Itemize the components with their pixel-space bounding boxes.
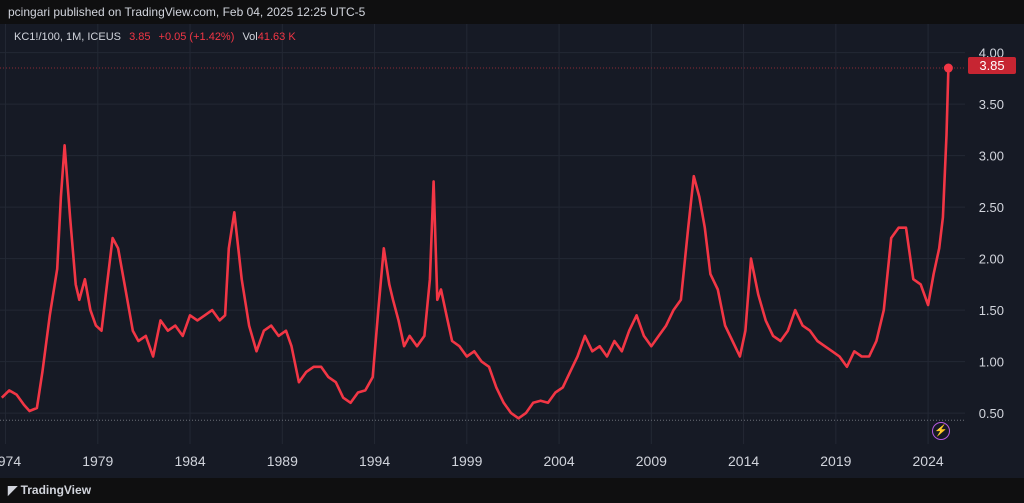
price-series-line [0,68,950,420]
header-bar: pcingari published on TradingView.com, F… [0,0,1024,24]
chart-area[interactable] [0,24,1024,478]
tradingview-logo-icon: ◤ [8,483,21,497]
y-tick-label: 4.00 [979,46,1004,61]
y-tick-label: 3.50 [979,97,1004,112]
y-tick-label: 0.50 [979,406,1004,421]
legend-price: 3.85 [129,31,151,43]
tradingview-logo[interactable]: ◤ TradingView [8,483,91,497]
legend-change: +0.05 (+1.42%) [158,31,235,43]
x-tick-label: 1994 [359,453,390,469]
price-chart[interactable]: 4.00 3.50 3.00 2.50 2.00 1.50 1.00 0.50 1974 1979… [0,24,1024,478]
x-tick-label: 2009 [636,453,667,469]
footer-bar: ◤ TradingView [0,478,1024,503]
last-price-tag: 3.85 [968,57,1016,74]
y-tick-label: 3.00 [979,149,1004,164]
publisher-text: pcingari published on TradingView.com, F… [8,5,366,19]
legend: KC1!/100, 1M, ICEUS 3.85 +0.05 (+1.42%) … [14,31,301,43]
symbol-label[interactable]: KC1!/100, 1M, ICEUS [14,31,121,43]
x-tick-label: 2004 [543,453,574,469]
brand-text: TradingView [20,483,92,497]
x-tick-label: 2024 [913,453,944,469]
x-tick-label: 2019 [820,453,851,469]
x-tick-label: 1999 [451,453,482,469]
y-tick-label: 1.50 [979,303,1004,318]
y-tick-label: 2.00 [979,252,1004,267]
x-tick-label: 2014 [728,453,759,469]
x-tick-label: 1979 [82,453,113,469]
x-tick-label: 1989 [267,453,298,469]
last-price-point [943,63,953,73]
x-tick-label: 1974 [0,453,21,469]
volume-label: Vol [242,31,258,43]
y-tick-label: 2.50 [979,200,1004,215]
y-tick-label: 1.00 [979,355,1004,370]
volume-value: 41.63 K [257,31,296,43]
x-tick-label: 1984 [174,453,205,469]
lightning-icon[interactable]: ⚡ [932,422,950,440]
